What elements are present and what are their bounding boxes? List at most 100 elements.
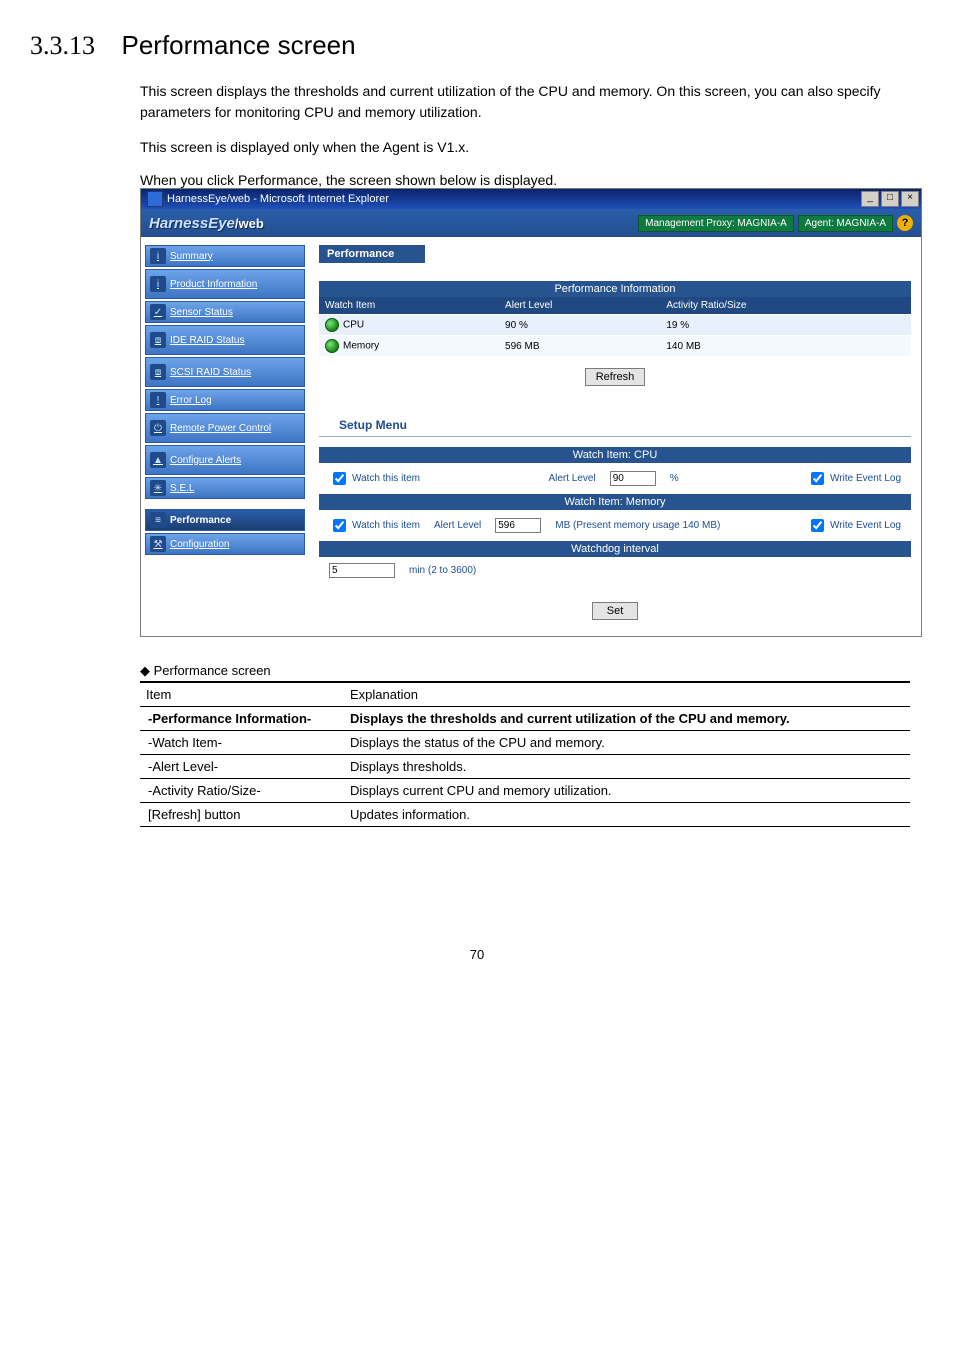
ie-titlebar: HarnessEye/web - Microsoft Internet Expl… <box>141 189 921 209</box>
watchdog-input[interactable] <box>329 563 395 578</box>
nav-icon: ⚒ <box>150 536 166 552</box>
nav-icon: ▲ <box>150 452 166 468</box>
cpu-alert-level-label: Alert Level <box>548 473 595 484</box>
mem-unit-suffix: MB) <box>702 520 720 531</box>
doc-cell-exp: Updates information. <box>344 803 910 827</box>
sidebar-item-scsi-raid-status[interactable]: ⧈SCSI RAID Status <box>145 357 305 387</box>
doc-row: -Watch Item-Displays the status of the C… <box>140 731 910 755</box>
panel-title: Performance <box>319 245 425 263</box>
help-icon[interactable]: ? <box>897 215 913 231</box>
mem-log-checkbox[interactable] <box>811 519 824 532</box>
doc-head-item: Item <box>140 682 344 707</box>
nav-icon: i <box>150 248 166 264</box>
watch-cpu-checkbox-label[interactable]: Watch this item <box>329 469 420 488</box>
refresh-button[interactable]: Refresh <box>585 368 646 386</box>
close-button[interactable]: × <box>901 191 919 207</box>
ie-app-icon <box>147 191 163 207</box>
nav-label: S.E.L <box>170 483 194 494</box>
cell-activity: 140 MB <box>660 336 911 357</box>
nav-icon: ✳ <box>150 480 166 496</box>
doc-cell-item: -Activity Ratio/Size- <box>140 779 344 803</box>
sidebar-item-product-information[interactable]: iProduct Information <box>145 269 305 299</box>
cell-alert-level: 90 % <box>499 315 660 336</box>
screenshot-caption: When you click Performance, the screen s… <box>140 172 924 188</box>
nav-label: Performance <box>170 515 231 526</box>
watchdog-row: min (2 to 3600) <box>319 557 911 584</box>
proxy-label: Management Proxy: MAGNIA-A <box>638 215 794 232</box>
maximize-button[interactable]: □ <box>881 191 899 207</box>
section-title: Performance screen <box>122 30 356 60</box>
watch-mem-checkbox-label[interactable]: Watch this item <box>329 516 420 535</box>
mem-alert-level-label: Alert Level <box>434 520 481 531</box>
mem-log-text: Write Event Log <box>830 520 901 531</box>
sidebar-item-error-log[interactable]: ! Error Log <box>145 389 305 411</box>
doc-cell-item: -Watch Item- <box>140 731 344 755</box>
cpu-alert-input[interactable] <box>610 471 656 486</box>
app-logo: HarnessEye/web <box>149 215 264 232</box>
doc-cell-item: -Performance Information- <box>140 707 344 731</box>
ie-window: HarnessEye/web - Microsoft Internet Expl… <box>140 188 922 637</box>
cell-item-text: Memory <box>343 341 379 352</box>
sidebar-item-configuration[interactable]: ⚒ Configuration <box>145 533 305 555</box>
status-ok-icon <box>325 339 339 353</box>
watch-cpu-checkbox[interactable] <box>333 472 346 485</box>
cell-watch-item: CPU <box>319 315 499 336</box>
watch-mem-bar: Watch Item: Memory <box>319 494 911 510</box>
mem-alert-input[interactable] <box>495 518 541 533</box>
doc-cell-item: -Alert Level- <box>140 755 344 779</box>
cpu-log-text: Write Event Log <box>830 473 901 484</box>
setup-divider <box>319 436 911 437</box>
app-header: HarnessEye/web Management Proxy: MAGNIA-… <box>141 209 921 237</box>
sidebar-item-s-e-l[interactable]: ✳ S.E.L <box>145 477 305 499</box>
minimize-button[interactable]: _ <box>861 191 879 207</box>
nav-label: Sensor Status <box>170 307 233 318</box>
cell-alert-level: 596 MB <box>499 336 660 357</box>
cpu-log-checkbox-label[interactable]: Write Event Log <box>807 469 901 488</box>
doc-marker: ◆ Performance screen <box>140 663 924 679</box>
mem-log-checkbox-label[interactable]: Write Event Log <box>807 516 901 535</box>
doc-cell-exp: Displays current CPU and memory utilizat… <box>344 779 910 803</box>
logo-web: /web <box>235 216 264 231</box>
ie-title-text: HarnessEye/web - Microsoft Internet Expl… <box>167 193 389 205</box>
sidebar-item-configure-alerts[interactable]: ▲Configure Alerts <box>145 445 305 475</box>
nav-icon: ⧈ <box>150 332 166 348</box>
doc-cell-item: [Refresh] button <box>140 803 344 827</box>
doc-row: -Activity Ratio/Size-Displays current CP… <box>140 779 910 803</box>
sidebar-item-summary[interactable]: iSummary <box>145 245 305 267</box>
section-number: 3.3.13 <box>30 31 95 60</box>
sidebar-item-performance[interactable]: ≡Performance <box>145 509 305 531</box>
sidebar-item-sensor-status[interactable]: ✓ Sensor Status <box>145 301 305 323</box>
col-activity: Activity Ratio/Size <box>660 297 911 315</box>
setup-menu-label: Setup Menu <box>339 418 911 432</box>
cell-watch-item: Memory <box>319 336 499 357</box>
watchdog-unit: min (2 to 3600) <box>409 565 476 576</box>
watch-mem-checkbox[interactable] <box>333 519 346 532</box>
nav-icon: ⧈ <box>150 364 166 380</box>
nav-icon: ✓ <box>150 304 166 320</box>
table-row: CPU90 %19 % <box>319 315 911 336</box>
section-heading: 3.3.13 Performance screen <box>30 30 924 61</box>
doc-cell-exp: Displays the status of the CPU and memor… <box>344 731 910 755</box>
nav-label: Configuration <box>170 539 229 550</box>
watch-mem-row: Watch this item Alert Level MB (Present … <box>319 510 911 541</box>
sidebar: iSummaryiProduct Information ✓ Sensor Stat… <box>141 237 309 636</box>
sidebar-item-ide-raid-status[interactable]: ⧈IDE RAID Status <box>145 325 305 355</box>
cell-item-text: CPU <box>343 320 364 331</box>
sidebar-item-remote-power-control[interactable]: ⏻Remote Power Control <box>145 413 305 443</box>
nav-label: Error Log <box>170 395 212 406</box>
nav-icon: ! <box>150 392 166 408</box>
col-watch-item: Watch Item <box>319 297 499 315</box>
watch-cpu-row: Watch this item Alert Level % Write Even… <box>319 463 911 494</box>
doc-row: -Performance Information-Displays the th… <box>140 707 910 731</box>
page-number: 70 <box>30 947 924 962</box>
watch-cpu-bar: Watch Item: CPU <box>319 447 911 463</box>
set-button[interactable]: Set <box>592 602 639 620</box>
body-paragraph-1: This screen displays the thresholds and … <box>140 81 924 123</box>
watchdog-bar: Watchdog interval <box>319 541 911 557</box>
doc-cell-exp: Displays thresholds. <box>344 755 910 779</box>
table-row: Memory 596 MB140 MB <box>319 336 911 357</box>
cpu-log-checkbox[interactable] <box>811 472 824 485</box>
nav-label: Remote Power Control <box>170 423 271 434</box>
doc-row: -Alert Level-Displays thresholds. <box>140 755 910 779</box>
body-paragraph-2: This screen is displayed only when the A… <box>140 137 924 158</box>
